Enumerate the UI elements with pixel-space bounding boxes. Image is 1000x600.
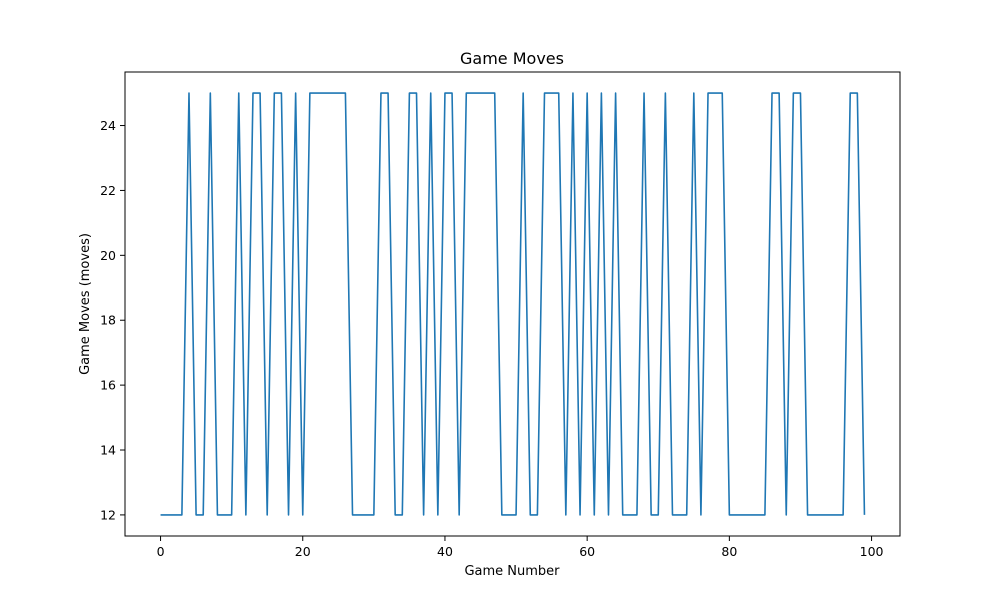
x-tick-label: 40 (437, 544, 453, 559)
y-tick-label: 12 (100, 507, 116, 522)
plot-frame (124, 71, 901, 537)
y-axis-label: Game Moves (moves) (78, 233, 93, 375)
x-tick-label: 20 (295, 544, 311, 559)
series-layer (160, 92, 866, 516)
y-tick-label: 18 (100, 313, 116, 328)
x-tick-label: 0 (157, 544, 165, 559)
x-tick-label: 80 (721, 544, 737, 559)
x-tick-label: 60 (579, 544, 595, 559)
plot-area: 0 20 40 60 80 100 12 14 16 18 20 22 24 (100, 71, 901, 559)
x-tick-label: 100 (860, 544, 884, 559)
chart-title: Game Moves (460, 49, 564, 68)
y-tick-label: 22 (100, 183, 116, 198)
series-line (160, 92, 866, 516)
y-tick-label: 20 (100, 248, 116, 263)
x-axis-label: Game Number (464, 564, 560, 579)
y-tick-label: 16 (100, 378, 116, 393)
y-tick-label: 14 (100, 443, 116, 458)
y-axis: 12 14 16 18 20 22 24 (100, 118, 125, 522)
y-tick-label: 24 (100, 118, 116, 133)
x-axis: 0 20 40 60 80 100 (157, 536, 884, 559)
